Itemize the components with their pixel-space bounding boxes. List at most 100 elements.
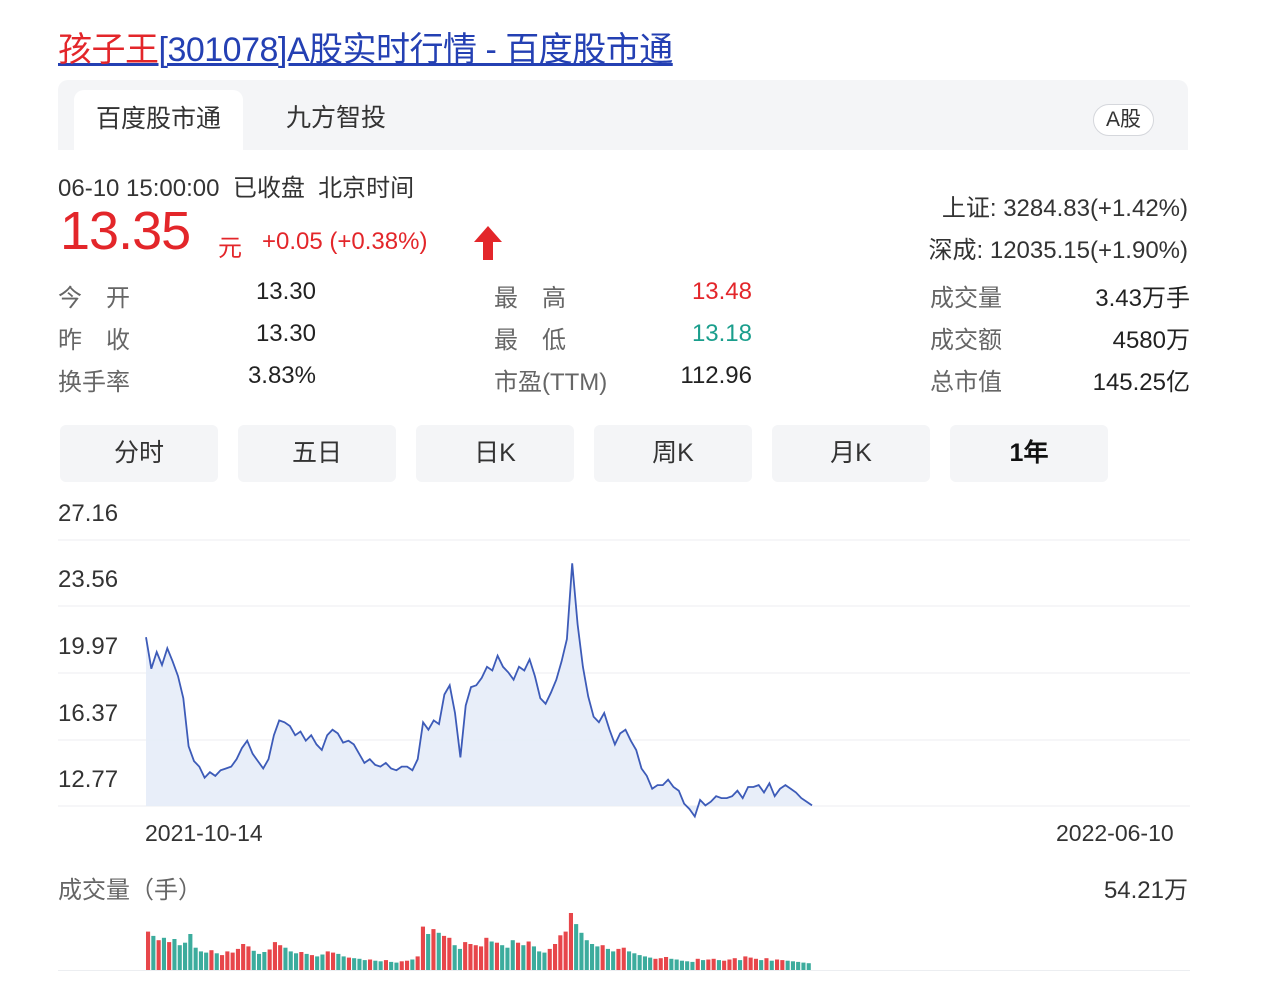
page-title-highlight[interactable]: 孩子王 — [58, 31, 159, 69]
volume-bar — [431, 929, 436, 970]
price-line — [145, 563, 813, 819]
volume-bar — [272, 942, 277, 970]
volume-bar — [510, 940, 515, 970]
volume-bar — [732, 958, 737, 970]
x-tick-start: 2021-10-14 — [145, 820, 263, 846]
index-label: 深成: — [928, 237, 984, 264]
current-price: 13.35 — [60, 201, 191, 261]
volume-bar — [378, 961, 383, 970]
volume-bar — [452, 945, 457, 970]
period-button[interactable]: 分时 — [60, 425, 218, 482]
volume-bar — [494, 942, 499, 970]
volume-bar — [209, 950, 214, 970]
volume-bar — [500, 945, 505, 970]
volume-bar — [373, 960, 378, 970]
volume-bar — [257, 953, 262, 970]
volume-bar — [537, 951, 542, 970]
volume-bar — [584, 940, 589, 970]
volume-bar — [489, 941, 494, 970]
volume-bar — [420, 926, 425, 970]
volume-label: 成交量（手） — [58, 877, 202, 904]
volume-bar — [775, 959, 780, 970]
volume-bar — [167, 942, 172, 970]
volume-bar — [531, 946, 536, 970]
volume-bar — [309, 955, 314, 970]
volume-bar — [457, 948, 462, 970]
page-title-rest[interactable]: [301078]A股实时行情 - 百度股市通 — [158, 31, 674, 69]
volume-bar — [267, 949, 272, 970]
volume-bar — [790, 961, 795, 970]
volume-bar — [278, 945, 283, 970]
volume-bar — [415, 956, 420, 970]
volume-bar — [679, 960, 684, 970]
arrow-up-icon — [474, 226, 502, 260]
stat-label: 最 高 — [494, 285, 566, 312]
volume-bar — [748, 957, 753, 970]
volume-bar — [526, 941, 531, 970]
index-value: 3284.83(+1.42%) — [1003, 195, 1188, 222]
price-area — [146, 563, 812, 817]
volume-bar — [389, 961, 394, 970]
volume-bar — [664, 957, 669, 970]
volume-bar — [516, 942, 521, 970]
stat-value: 13.18 — [691, 320, 752, 347]
volume-bar — [701, 960, 706, 970]
stat-value: 3.83% — [247, 362, 316, 389]
volume-bar — [716, 960, 721, 970]
volume-bar — [235, 948, 240, 970]
volume-bar — [156, 940, 161, 970]
stat-value: 112.96 — [680, 362, 752, 389]
period-button[interactable]: 1年 — [950, 425, 1108, 482]
stat-label: 昨 收 — [58, 327, 130, 354]
stat-value: 13.30 — [255, 320, 316, 347]
market-badge[interactable]: A股 — [1092, 104, 1154, 136]
volume-bar — [241, 944, 246, 970]
volume-bar — [780, 960, 785, 970]
period-button[interactable]: 周K — [594, 425, 752, 482]
volume-bar — [383, 960, 388, 970]
volume-bar — [283, 947, 288, 970]
volume-bar — [690, 961, 695, 970]
x-tick-end: 2022-06-10 — [1056, 820, 1174, 846]
volume-bar — [161, 937, 166, 970]
volume-bar — [299, 952, 304, 970]
stat-value: 4580万 — [1112, 327, 1190, 354]
volume-bar — [362, 960, 367, 970]
y-tick-label: 19.97 — [58, 633, 119, 660]
volume-bar — [230, 952, 235, 970]
volume-bar — [769, 960, 774, 970]
tab-baidu-stock[interactable]: 百度股市通 — [74, 90, 244, 150]
volume-bar — [616, 948, 621, 970]
volume-bar — [399, 961, 404, 970]
volume-bar — [595, 946, 600, 970]
volume-bar — [331, 952, 336, 970]
volume-bar — [352, 958, 357, 970]
market-status: 已收盘 — [232, 175, 305, 202]
period-button[interactable]: 日K — [416, 425, 574, 482]
volume-bar — [177, 945, 182, 970]
volume-bar — [658, 958, 663, 970]
volume-max-label: 54.21万 — [1103, 877, 1188, 904]
volume-bar — [727, 959, 732, 970]
volume-bar — [632, 953, 637, 970]
volume-bar — [463, 942, 468, 970]
volume-bar — [648, 957, 653, 970]
index-label: 上证: — [941, 195, 997, 222]
volume-bar — [711, 958, 716, 970]
volume-bar — [225, 951, 230, 970]
period-button[interactable]: 五日 — [238, 425, 396, 482]
stat-label: 成交量 — [930, 285, 1002, 312]
volume-bar — [590, 944, 595, 970]
volume-bar — [542, 952, 547, 970]
volume-bar — [642, 956, 647, 970]
volume-bar — [547, 948, 552, 970]
volume-bar — [405, 960, 410, 970]
page-title[interactable]: 孩子王[301078]A股实时行情 - 百度股市通 — [58, 22, 673, 71]
price-change: +0.05 (+0.38%) — [262, 228, 428, 255]
period-button[interactable]: 月K — [772, 425, 930, 482]
tab-jiufang[interactable]: 九方智投 — [286, 104, 387, 132]
volume-bar — [505, 947, 510, 970]
volume-bar — [320, 954, 325, 970]
y-tick-label: 23.56 — [58, 566, 119, 593]
